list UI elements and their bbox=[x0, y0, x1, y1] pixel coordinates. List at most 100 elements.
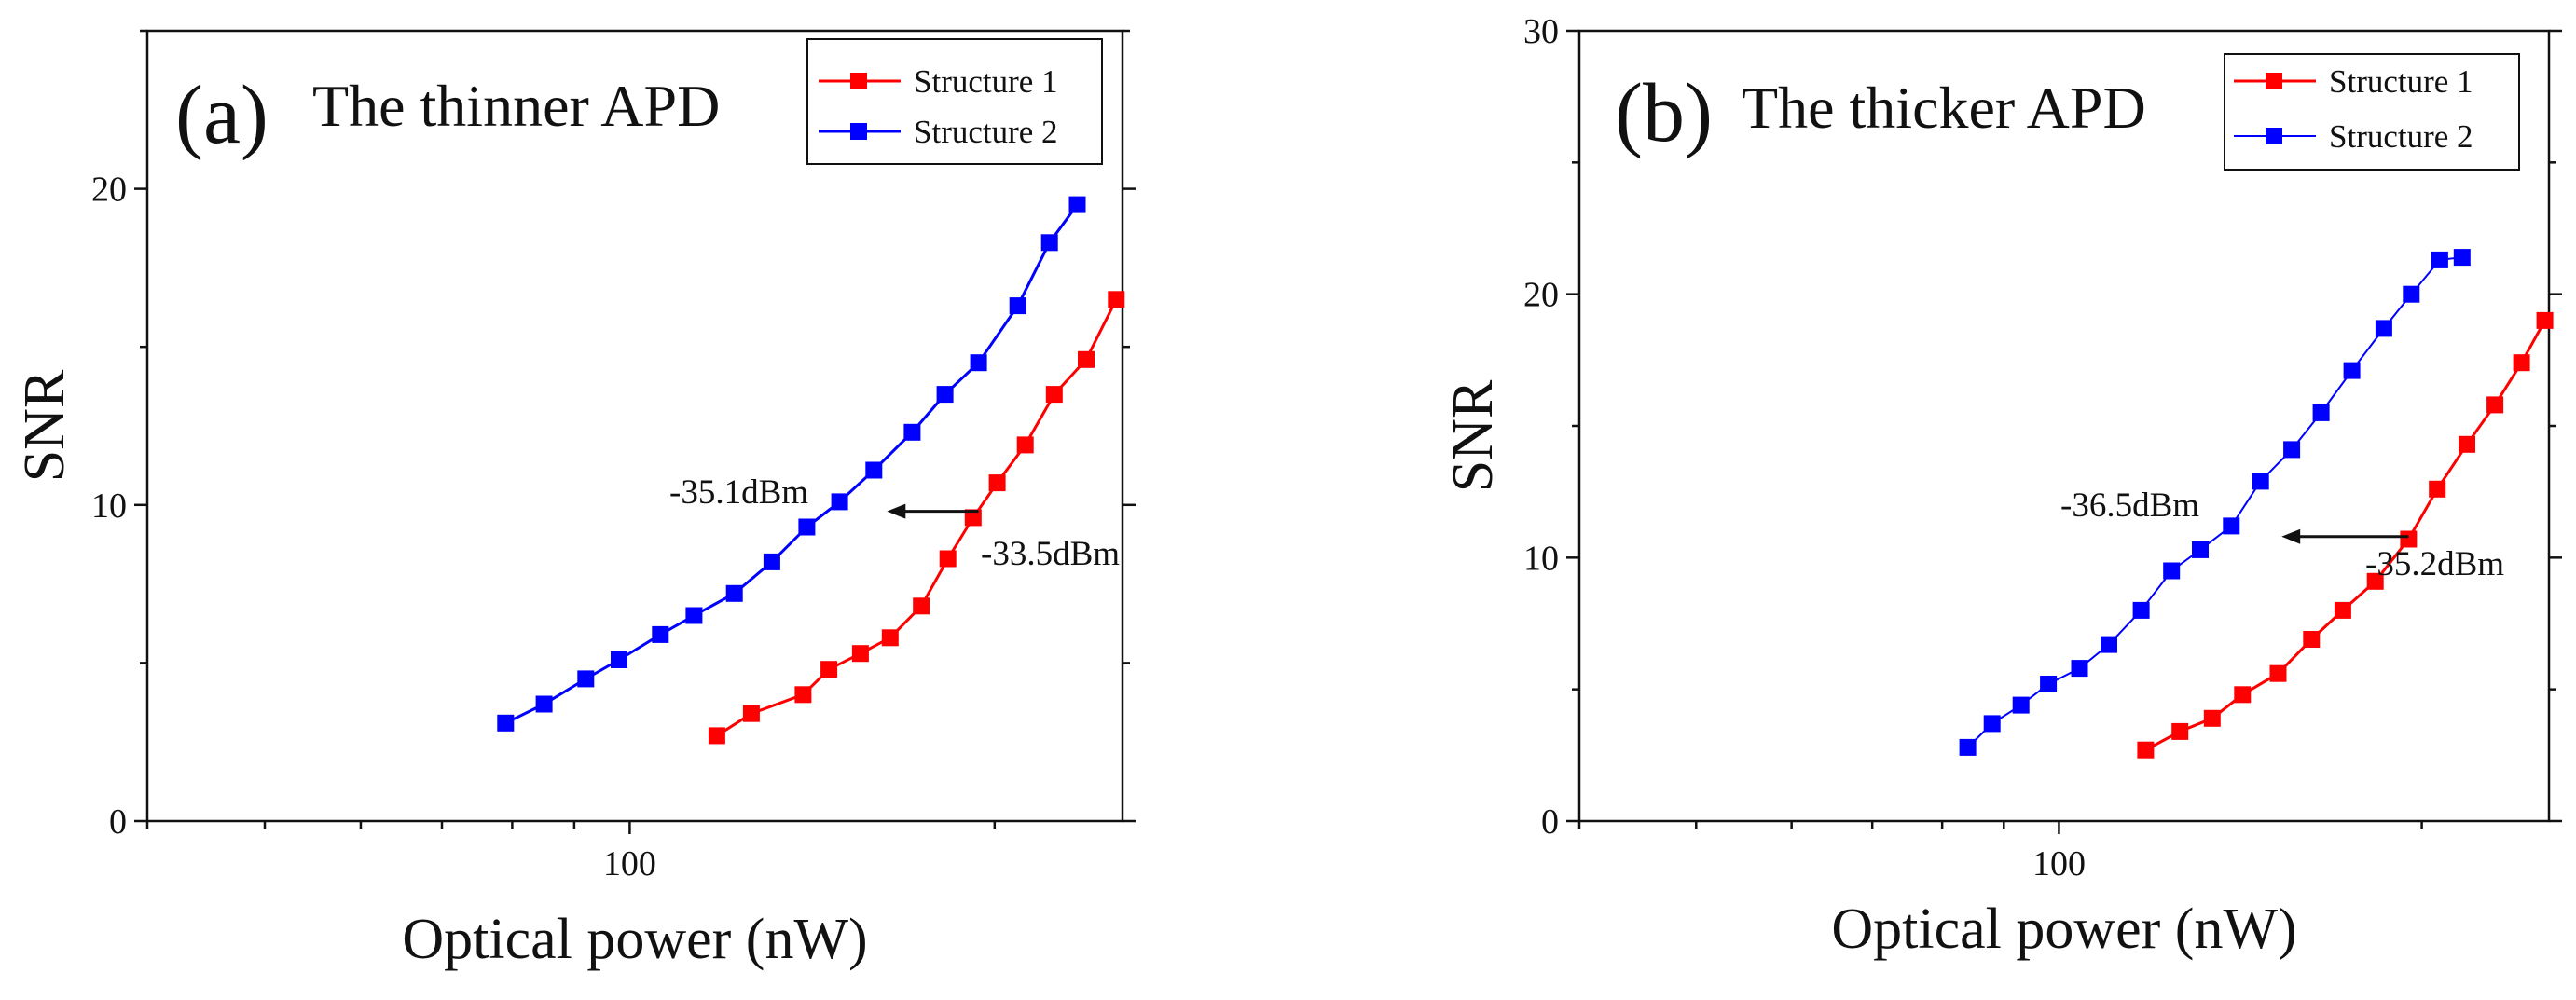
panel-b-point-structure-2 bbox=[1959, 738, 1977, 756]
panel-a-point-structure-1 bbox=[820, 661, 838, 678]
panel-a-x-axis-title: Optical power (nW) bbox=[402, 908, 867, 971]
panel-b-point-structure-2 bbox=[2375, 320, 2392, 337]
panel-a-point-structure-2 bbox=[497, 714, 515, 732]
panel-b-legend-marker-structure-2 bbox=[2266, 128, 2282, 144]
panel-b-point-structure-2 bbox=[2403, 285, 2420, 303]
panel-a-point-structure-2 bbox=[936, 386, 954, 404]
panel-b-point-structure-1 bbox=[2536, 311, 2554, 329]
panel-b-point-structure-1 bbox=[2459, 435, 2475, 453]
panel-a-y-tick-label: 0 bbox=[109, 802, 127, 842]
panel-a-point-structure-2 bbox=[798, 518, 816, 536]
panel-b-title: The thicker APD bbox=[1742, 75, 2146, 141]
panel-a-y-tick-label: 20 bbox=[91, 171, 127, 210]
panel-b-y-tick-label: 0 bbox=[1541, 802, 1559, 842]
panel-b-x-axis-title: Optical power (nW) bbox=[1831, 897, 2296, 961]
panel-b-x-tick-label: 100 bbox=[2032, 844, 2086, 884]
panel-b-point-structure-1 bbox=[2334, 601, 2351, 619]
panel-a-point-structure-2 bbox=[831, 493, 848, 511]
panel-b-point-structure-1 bbox=[2513, 354, 2530, 372]
panel-a-point-structure-1 bbox=[851, 645, 869, 663]
panel-a-point-structure-2 bbox=[1009, 297, 1026, 315]
panel-a-point-structure-1 bbox=[939, 550, 957, 568]
panel-a-point-structure-1 bbox=[742, 705, 760, 722]
panel-a-label: (a) bbox=[175, 69, 269, 161]
panel-b-point-structure-2 bbox=[2431, 251, 2448, 268]
panel-a-legend-box bbox=[806, 38, 1103, 165]
panel-b-point-structure-1 bbox=[2303, 631, 2321, 648]
panel-b-legend-label-structure-1: Structure 1 bbox=[2329, 63, 2473, 100]
panel-a-point-structure-1 bbox=[794, 686, 812, 704]
panel-b-x-ticks: 100 bbox=[1577, 821, 2423, 884]
panel-b-point-structure-1 bbox=[2366, 572, 2384, 590]
panel-b-point-structure-2 bbox=[1983, 715, 2001, 733]
panel-a-point-structure-2 bbox=[763, 553, 780, 570]
panel-a-legend-label-structure-2: Structure 2 bbox=[914, 114, 1058, 150]
panel-b-legend: Structure 1 Structure 2 bbox=[2224, 53, 2520, 171]
panel-a-point-structure-2 bbox=[577, 670, 595, 688]
panel-a-point-structure-1 bbox=[1045, 386, 1063, 404]
panel-a-point-structure-2 bbox=[1040, 234, 1058, 252]
panel-a-point-structure-1 bbox=[988, 474, 1006, 492]
panel-a-x-tick-label: 100 bbox=[603, 844, 656, 884]
panel-a-point-structure-1 bbox=[1078, 350, 1095, 368]
panel-b-point-structure-2 bbox=[2163, 562, 2181, 580]
panel-b-point-structure-1 bbox=[2400, 530, 2418, 548]
panel-b-point-structure-1 bbox=[2486, 396, 2504, 414]
panel-a-point-structure-1 bbox=[881, 629, 899, 647]
panel-b-annotation-structure-2: -36.5dBm bbox=[2060, 486, 2199, 525]
panel-a-annotation-structure-1: -33.5dBm bbox=[981, 535, 1120, 573]
panel-b-point-structure-2 bbox=[2252, 473, 2269, 490]
panel-a-legend-marker-structure-2 bbox=[850, 123, 867, 140]
panel-b-point-structure-2 bbox=[2312, 404, 2330, 421]
panel-a-point-structure-2 bbox=[903, 423, 921, 441]
panel-b-point-structure-2 bbox=[2453, 249, 2471, 267]
panel-a-point-structure-2 bbox=[611, 651, 627, 668]
panel-a-legend-marker-structure-1 bbox=[850, 73, 867, 89]
panel-a-y-axis-title: SNR bbox=[13, 369, 76, 482]
panel-a-y-tick-label: 10 bbox=[91, 486, 127, 526]
panel-b-annotation-structure-1: -35.2dBm bbox=[2365, 545, 2504, 583]
panel-b-arrow bbox=[2281, 528, 2409, 544]
panel-b-point-structure-2 bbox=[2192, 541, 2209, 558]
panel-b-y-axis-title: SNR bbox=[1441, 379, 1505, 492]
panel-a-x-ticks: 100 bbox=[145, 821, 997, 884]
panel-b-point-structure-2 bbox=[2132, 601, 2150, 619]
panel-a-point-structure-1 bbox=[708, 727, 725, 745]
panel-a-markers bbox=[497, 196, 1125, 745]
panel-a-arrow bbox=[887, 503, 979, 519]
panel-a-legend: Structure 1 Structure 2 bbox=[806, 38, 1103, 165]
panel-a-point-structure-2 bbox=[725, 584, 743, 602]
panel-a-point-structure-2 bbox=[652, 625, 669, 643]
panel-a-point-structure-1 bbox=[1108, 291, 1125, 308]
panel-b-point-structure-2 bbox=[2343, 362, 2361, 379]
panel-a-arrow-head bbox=[887, 503, 906, 519]
panel-b-point-structure-1 bbox=[2203, 709, 2221, 727]
panel-a-legend-label-structure-1: Structure 1 bbox=[914, 63, 1058, 100]
panel-b-legend-label-structure-2: Structure 2 bbox=[2329, 118, 2473, 155]
panel-b-label: (b) bbox=[1615, 67, 1713, 159]
panel-a-point-structure-1 bbox=[964, 509, 982, 527]
panel-b-arrow-head bbox=[2281, 528, 2301, 544]
panel-b-y-tick-label: 30 bbox=[1523, 12, 1559, 51]
panel-b-point-structure-2 bbox=[2012, 696, 2030, 714]
panel-a-point-structure-2 bbox=[535, 695, 553, 713]
panel-b-point-structure-1 bbox=[2429, 480, 2446, 498]
panel-b-point-structure-2 bbox=[2071, 660, 2088, 678]
panel-b-point-structure-2 bbox=[2040, 676, 2058, 692]
panel-a: 0 10 20 100 (a) The thinner APD Structure … bbox=[13, 29, 1136, 971]
panel-b-legend-marker-structure-1 bbox=[2266, 73, 2282, 89]
panel-b-y-tick-label: 20 bbox=[1523, 276, 1559, 315]
panel-b: 0 10 20 30 100 (b) The thicker APD Structur… bbox=[1441, 12, 2562, 961]
panel-b-point-structure-1 bbox=[2269, 664, 2287, 682]
panel-b-point-structure-1 bbox=[2137, 741, 2155, 759]
panel-b-y-tick-label: 10 bbox=[1523, 539, 1559, 578]
panel-b-point-structure-2 bbox=[2283, 441, 2301, 459]
panel-a-frame bbox=[145, 29, 1124, 823]
panel-b-markers bbox=[1959, 249, 2554, 759]
panel-b-y-ticks: 0 10 20 30 bbox=[1523, 12, 2562, 842]
panel-b-point-structure-2 bbox=[2223, 517, 2240, 535]
panel-a-y-ticks: 0 10 20 bbox=[91, 29, 1136, 842]
panel-b-point-structure-2 bbox=[2101, 636, 2117, 653]
